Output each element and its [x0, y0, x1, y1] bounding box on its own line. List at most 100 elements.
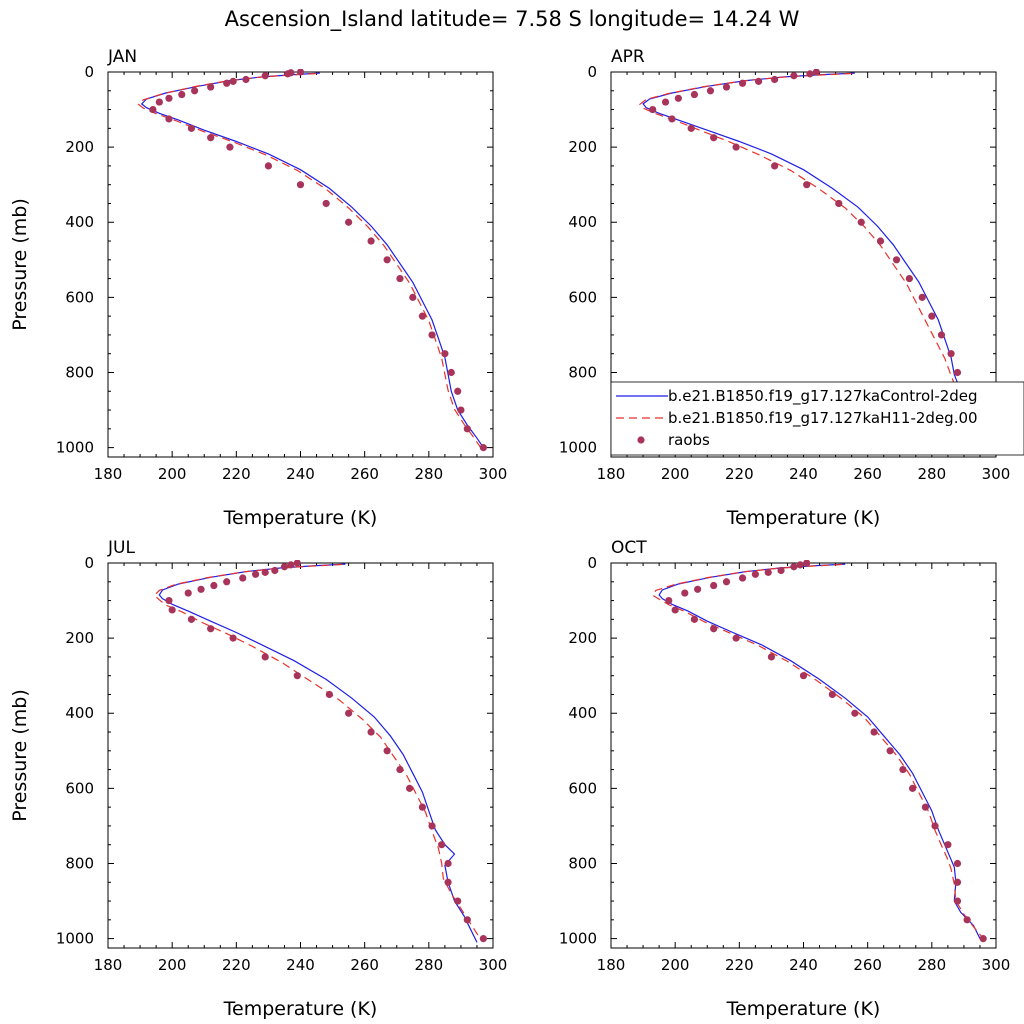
- raobs-marker: [441, 350, 449, 358]
- panel-label: APR: [611, 47, 645, 67]
- raobs-marker: [239, 574, 247, 582]
- y-tick-label: 800: [65, 363, 94, 381]
- plot-data: [639, 69, 996, 452]
- raobs-marker: [457, 406, 465, 414]
- y-tick-label: 1000: [56, 930, 94, 948]
- raobs-marker: [165, 94, 173, 102]
- raobs-marker: [694, 585, 702, 593]
- raobs-marker: [325, 690, 333, 699]
- raobs-marker: [223, 79, 231, 87]
- raobs-marker: [953, 859, 962, 868]
- raobs-marker: [428, 331, 436, 339]
- x-tick-label: 260: [853, 956, 882, 974]
- raobs-marker: [851, 709, 859, 717]
- x-tick-label: 260: [350, 465, 379, 483]
- raobs-marker: [191, 87, 199, 95]
- raobs-marker: [322, 199, 330, 208]
- panel-jan: JAN 180 200 220 240 260 280 300 0 200 400 600 800 100…: [9, 47, 507, 529]
- x-tick-label: 300: [479, 956, 508, 974]
- y-tick-label: 0: [84, 554, 94, 572]
- x-tick-label: 300: [982, 465, 1011, 483]
- raobs-marker: [953, 878, 962, 886]
- panel-oct: OCT 180 200 220 240 260 280 300 0 200 400 600 800 100…: [559, 538, 1011, 1020]
- y-tick-label: 400: [568, 213, 597, 231]
- raobs-marker: [928, 312, 936, 320]
- y-tick-label: 0: [587, 63, 597, 81]
- raobs-marker: [738, 574, 747, 582]
- raobs-marker: [771, 75, 779, 84]
- panels: JAN 180 200 220 240 260 280 300 0 200 400 600 800 100…: [9, 47, 1024, 1020]
- raobs-marker: [828, 690, 836, 699]
- y-tick-label: 400: [65, 213, 94, 231]
- raobs-marker: [184, 589, 192, 597]
- plot-data: [137, 69, 487, 452]
- y-tick-label: 600: [65, 779, 94, 797]
- raobs-marker: [870, 728, 878, 736]
- h11-series-line: [639, 72, 994, 449]
- raobs-marker: [383, 256, 391, 264]
- raobs-marker: [905, 274, 913, 283]
- raobs-marker: [345, 709, 353, 717]
- legend-marker-icon: [637, 436, 645, 444]
- raobs-marker: [806, 70, 814, 78]
- x-tick-label: 180: [597, 956, 626, 974]
- raobs-marker: [671, 606, 679, 614]
- raobs-marker: [799, 672, 808, 680]
- raobs-marker: [979, 935, 987, 943]
- raobs-marker: [751, 570, 759, 578]
- x-tick-label: 220: [725, 465, 754, 483]
- y-tick-label: 400: [65, 704, 94, 722]
- y-tick-label: 800: [568, 363, 597, 381]
- raobs-marker: [287, 561, 295, 569]
- legend-entry-label: raobs: [668, 431, 710, 449]
- y-tick-label: 600: [568, 779, 597, 797]
- raobs-marker: [892, 256, 901, 264]
- x-axis-title: Temperature (K): [223, 507, 378, 529]
- plot-data: [651, 560, 987, 943]
- raobs-marker: [790, 563, 798, 571]
- raobs-marker: [649, 105, 657, 114]
- raobs-marker: [367, 728, 375, 736]
- x-tick-label: 180: [94, 956, 123, 974]
- raobs-marker: [931, 822, 939, 830]
- raobs-marker: [463, 425, 471, 433]
- raobs-marker: [155, 98, 163, 106]
- raobs-marker: [944, 841, 952, 849]
- raobs-marker: [937, 331, 946, 339]
- raobs-marker: [771, 162, 779, 170]
- control-series-line: [658, 563, 981, 939]
- raobs-marker: [908, 784, 917, 792]
- raobs-marker: [251, 570, 260, 578]
- raobs-marker: [947, 350, 955, 358]
- raobs-marker: [710, 581, 718, 590]
- panel-apr: APR 180 200 220 240 260 280 300 0 200 400 600 800 100…: [559, 47, 1024, 529]
- y-tick-label: 800: [65, 854, 94, 872]
- raobs-marker: [835, 199, 843, 208]
- raobs-marker: [722, 83, 731, 91]
- y-axis-title: Pressure (mb): [9, 198, 31, 331]
- raobs-marker: [264, 162, 273, 170]
- raobs-marker: [479, 444, 487, 452]
- panel-label: JUL: [107, 538, 135, 558]
- raobs-marker: [754, 77, 763, 85]
- x-tick-label: 260: [853, 465, 882, 483]
- raobs-marker: [418, 312, 427, 320]
- raobs-marker: [710, 625, 718, 633]
- y-tick-label: 200: [568, 629, 597, 647]
- raobs-marker: [767, 653, 776, 661]
- y-tick-label: 200: [65, 138, 94, 156]
- raobs-marker: [668, 115, 676, 123]
- raobs-marker: [803, 560, 811, 567]
- panel-jul: JUL 180 200 220 240 260 280 300 0 200 400 600 800 100…: [9, 538, 507, 1020]
- x-axis-title: Temperature (K): [726, 998, 881, 1020]
- x-tick-label: 240: [286, 465, 315, 483]
- y-tick-label: 200: [568, 138, 597, 156]
- raobs-marker: [223, 578, 231, 586]
- control-series-line: [642, 72, 996, 449]
- x-tick-label: 200: [158, 465, 187, 483]
- raobs-marker: [229, 634, 237, 642]
- x-tick-label: 200: [158, 956, 187, 974]
- x-tick-label: 220: [222, 956, 251, 974]
- y-tick-label: 0: [587, 554, 597, 572]
